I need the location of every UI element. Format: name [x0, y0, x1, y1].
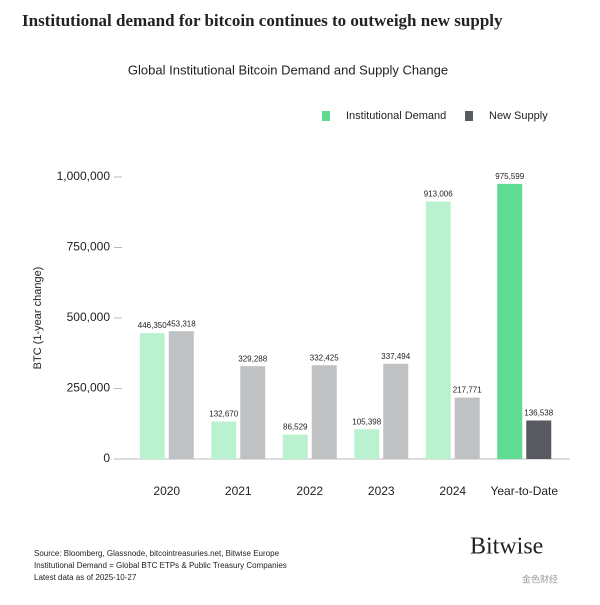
x-tick-label: 2021 [225, 484, 252, 498]
y-tick-label: 250,000 [67, 381, 111, 395]
y-axis-label: BTC (1-year change) [32, 267, 44, 370]
data-label: 446,350 [138, 321, 167, 330]
data-label: 105,398 [352, 417, 381, 426]
y-tick-label: 750,000 [67, 240, 111, 254]
bar [526, 420, 552, 459]
legend-label: New Supply [489, 110, 548, 122]
data-label: 217,771 [453, 386, 482, 395]
x-tick-label: 2024 [439, 484, 466, 498]
legend-swatch [465, 111, 473, 121]
bar [211, 421, 237, 459]
brand-logo: Bitwise [470, 534, 543, 560]
y-tick-label: 500,000 [67, 310, 111, 324]
bar [168, 331, 194, 459]
bar [311, 365, 337, 459]
chart-subtitle: Global Institutional Bitcoin Demand and … [128, 62, 448, 77]
x-tick-label: Year-to-Date [490, 484, 558, 498]
bar [383, 363, 409, 459]
bar [282, 434, 308, 459]
x-tick-label: 2020 [153, 484, 180, 498]
data-label: 453,318 [167, 319, 196, 328]
chart-title: Institutional demand for bitcoin continu… [22, 11, 503, 30]
data-label: 332,425 [310, 353, 339, 362]
data-label: 975,599 [495, 172, 524, 181]
y-tick-label: 1,000,000 [57, 169, 111, 183]
x-tick-label: 2023 [368, 484, 395, 498]
data-label: 136,538 [524, 409, 553, 418]
data-label: 329,288 [238, 354, 267, 363]
data-label: 132,670 [209, 410, 238, 419]
data-label: 337,494 [381, 352, 410, 361]
bar [354, 429, 380, 459]
data-label: 86,529 [283, 423, 308, 432]
bar [240, 366, 266, 459]
x-tick-label: 2022 [296, 484, 323, 498]
legend-label: Institutional Demand [346, 110, 446, 122]
bar [497, 183, 523, 459]
legend-swatch [322, 111, 330, 121]
source-line: Institutional Demand = Global BTC ETPs &… [34, 561, 287, 570]
data-label: 913,006 [424, 190, 453, 199]
y-tick-label: 0 [103, 451, 110, 465]
bar [139, 333, 165, 459]
bar [425, 201, 451, 460]
source-line: Latest data as of 2025-10-27 [34, 573, 137, 582]
watermark: 金色财经 [522, 573, 558, 584]
source-line: Source: Bloomberg, Glassnode, bitcointre… [34, 549, 280, 558]
bar [454, 397, 480, 459]
